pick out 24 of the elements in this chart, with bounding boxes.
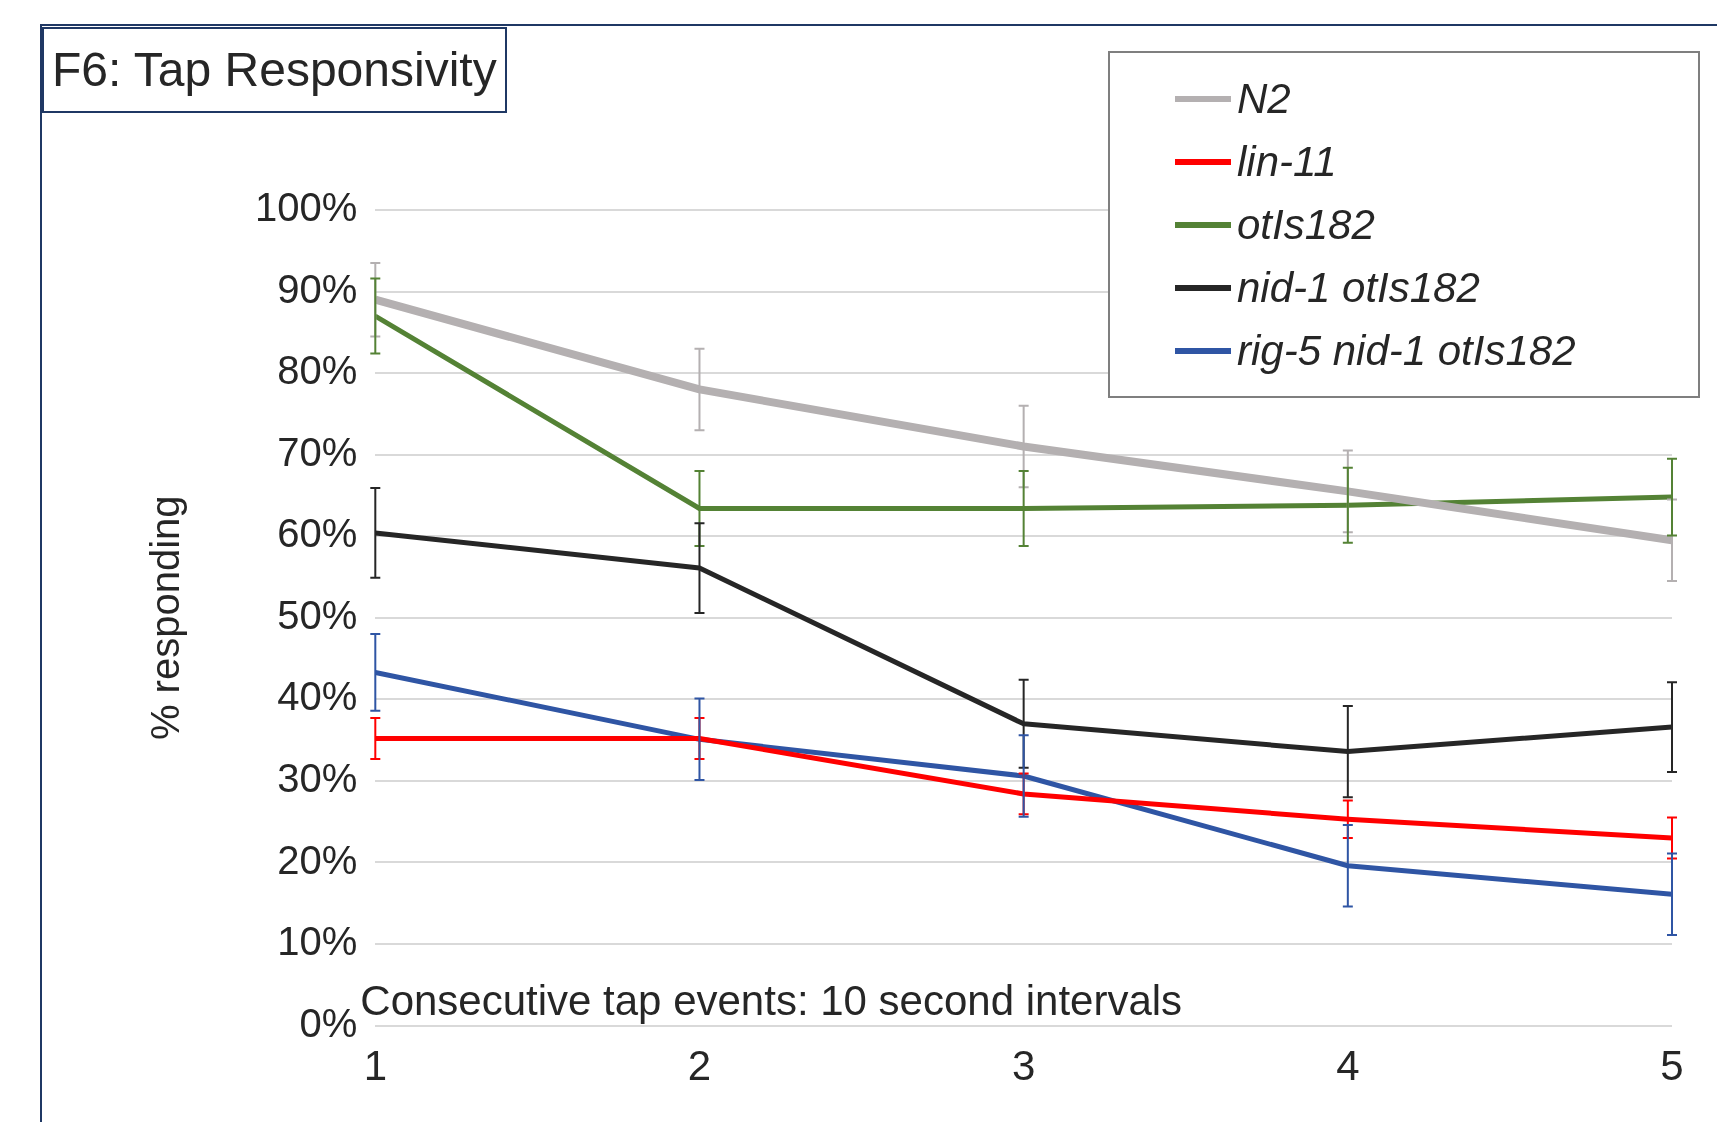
y-tick-label: 10% (277, 919, 358, 964)
y-tick-label: 60% (277, 511, 358, 556)
legend-label: nid-1 otIs182 (1237, 263, 1480, 312)
y-tick-label: 80% (277, 348, 358, 393)
legend-label: otIs182 (1237, 200, 1375, 249)
y-tick-label: 50% (277, 592, 358, 637)
y-tick-label: 20% (277, 837, 358, 882)
y-tick-label: 0% (299, 1000, 358, 1045)
x-axis-title: Consecutive tap events: 10 second intervals (360, 977, 1183, 1025)
x-tick-label: 2 (687, 1042, 712, 1090)
x-tick-label: 3 (1011, 1042, 1036, 1090)
y-tick-label: 90% (277, 266, 358, 311)
legend-label: rig-5 nid-1 otIs182 (1237, 326, 1576, 375)
x-tick-label: 4 (1336, 1042, 1360, 1090)
legend-label: N2 (1237, 74, 1291, 123)
y-tick-label: 40% (277, 674, 358, 719)
x-tick-label: 5 (1660, 1042, 1684, 1090)
y-tick-label: 100% (254, 185, 358, 230)
y-tick-label: 70% (277, 429, 358, 474)
chart-title: F6: Tap Responsivity (42, 27, 507, 113)
y-axis-title: % responding (143, 495, 188, 741)
y-tick-label: 30% (277, 755, 358, 800)
x-tick-label: 1 (363, 1042, 387, 1090)
legend-label: lin-11 (1237, 137, 1337, 186)
